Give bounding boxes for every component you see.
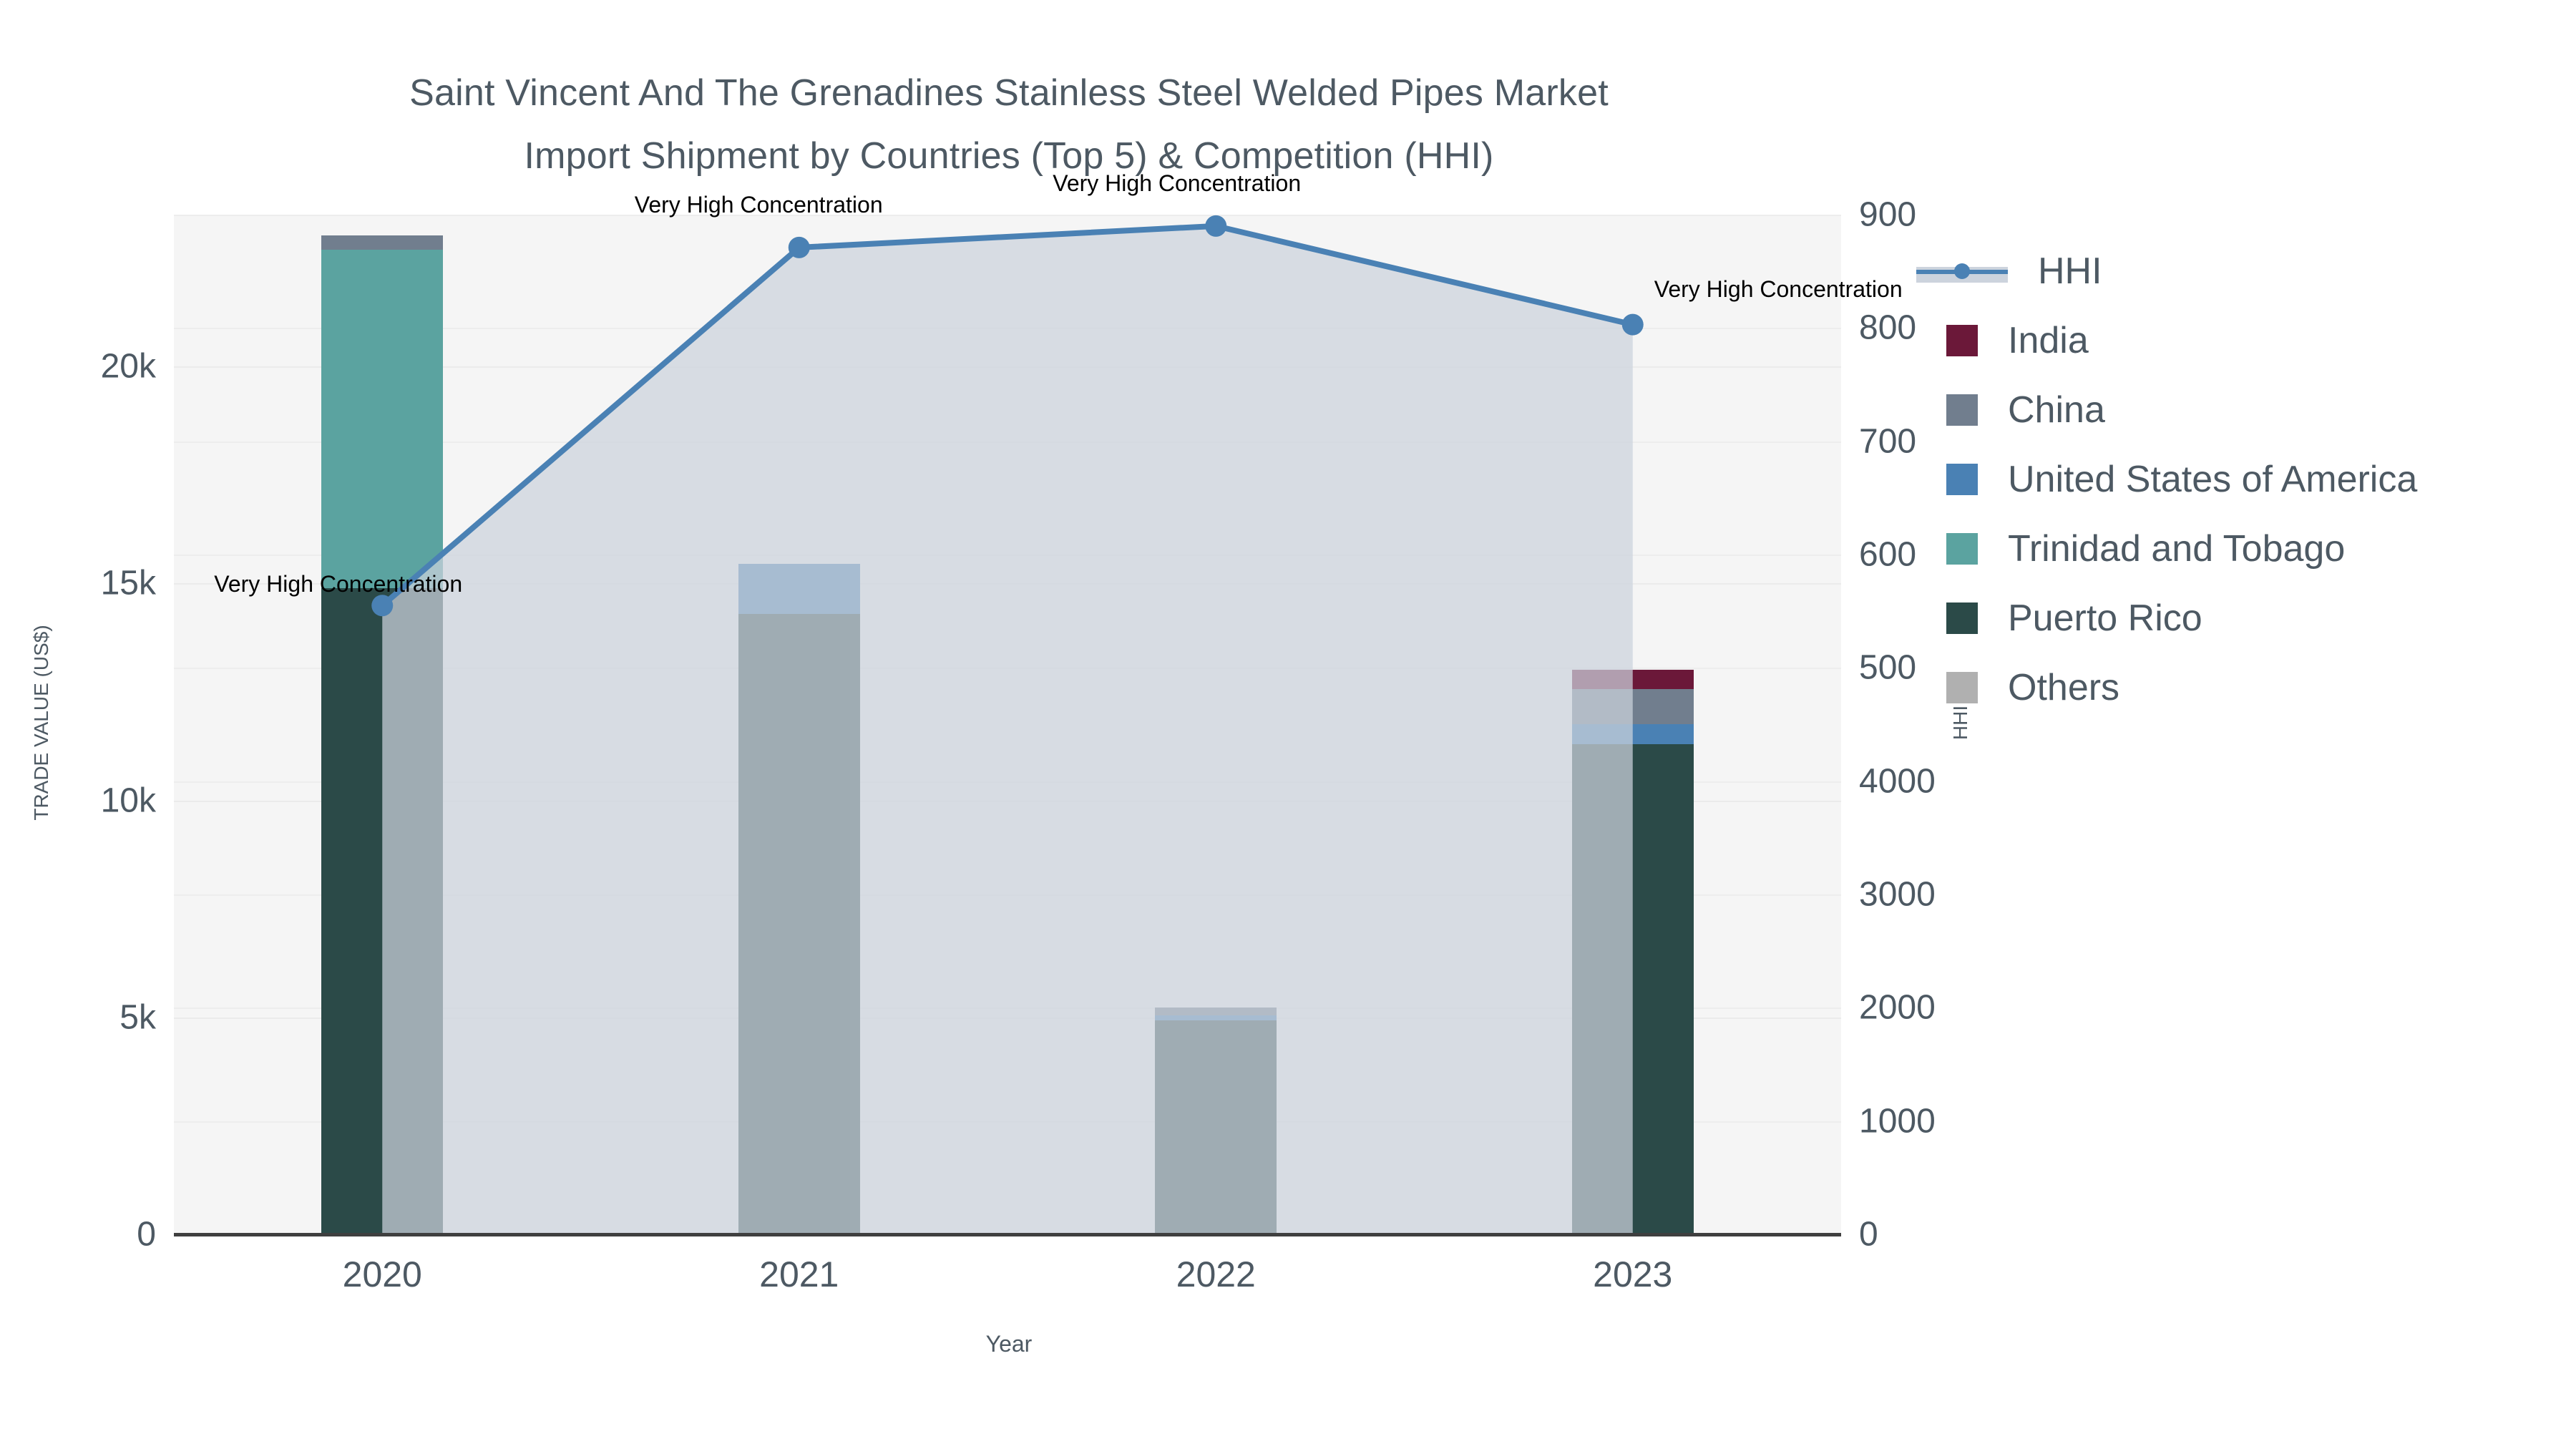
y-tick-label: 10k [100,781,156,820]
legend-line-marker-icon [1916,255,2008,287]
y-tick-label: 5k [119,998,156,1037]
x-axis-label: Year [985,1331,1033,1357]
y-tick-label: 15k [100,564,156,602]
gridline-y2 [174,215,1841,216]
legend-line-dot [1954,263,1970,279]
y2-tick-label: 700 [1859,422,1917,461]
y2-tick-label: 2000 [1859,988,1936,1027]
legend-label: HHI [2038,250,2102,292]
plot-area [174,215,1841,1234]
hhi-point-2023[interactable] [1621,313,1644,336]
y-tick-label: 0 [137,1215,156,1254]
legend-label: China [2008,389,2105,431]
hhi-point-2022[interactable] [1205,215,1227,237]
legend-item-india[interactable]: India [1946,306,2417,375]
bar-segment[interactable] [321,235,444,250]
legend-label: India [2008,319,2089,361]
x-axis-line [174,1233,1841,1236]
annotation-2023: Very High Concentration [1654,275,1903,302]
legend-label: Others [2008,666,2120,708]
annotation-2020: Very High Concentration [214,571,463,597]
x-tick-label-2022: 2022 [1176,1254,1256,1294]
y2-tick-label: 500 [1859,648,1917,687]
y2-tick-label: 0 [1859,1215,1878,1254]
x-tick-label-2020: 2020 [342,1254,422,1294]
legend-swatch-icon [1946,602,1978,634]
plot-inner [174,215,1841,1234]
legend-swatch-icon [1946,394,1978,426]
legend-item-hhi[interactable]: HHI [1916,236,2417,306]
x-tick-label-2021: 2021 [759,1254,839,1294]
annotation-2021: Very High Concentration [634,191,883,218]
chart-title-line-2: Import Shipment by Countries (Top 5) & C… [524,135,1494,177]
y2-tick-label: 600 [1859,535,1917,574]
legend-label: Puerto Rico [2008,597,2202,639]
y2-tick-label: 800 [1859,308,1917,347]
y2-tick-label: 3000 [1859,875,1936,914]
legend-item-united-states-of-america[interactable]: United States of America [1946,444,2417,514]
legend-swatch-icon [1946,324,1978,356]
chart-legend: HHI India China United States of America Tri… [1916,236,2417,722]
hhi-point-2021[interactable] [788,236,810,258]
y-tick-label: 20k [100,347,156,386]
legend-item-puerto-rico[interactable]: Puerto Rico [1946,583,2417,653]
hhi-point-2020[interactable] [371,595,394,617]
bar-segment[interactable] [321,249,444,588]
y2-tick-label: 900 [1859,195,1917,234]
hhi-area [382,225,1633,1234]
legend-label: United States of America [2008,458,2418,500]
annotation-2022: Very High Concentration [1053,170,1302,196]
legend-swatch-icon [1946,463,1978,495]
legend-item-trinidad-and-tobago[interactable]: Trinidad and Tobago [1946,514,2417,583]
legend-swatch-icon [1946,532,1978,565]
hhi-line[interactable] [379,223,1636,609]
legend-item-china[interactable]: China [1946,375,2417,444]
chart-title: Saint Vincent And The Grenadines Stainle… [0,62,2018,187]
x-tick-label-2023: 2023 [1593,1254,1673,1294]
chart-title-line-1: Saint Vincent And The Grenadines Stainle… [409,72,1609,114]
hhi-overlay [371,215,1644,1234]
legend-label: Trinidad and Tobago [2008,527,2346,570]
legend-item-others[interactable]: Others [1946,653,2417,722]
y2-tick-label: 1000 [1859,1102,1936,1141]
legend-swatch-icon [1946,671,1978,703]
y2-tick-label: 4000 [1859,762,1936,801]
